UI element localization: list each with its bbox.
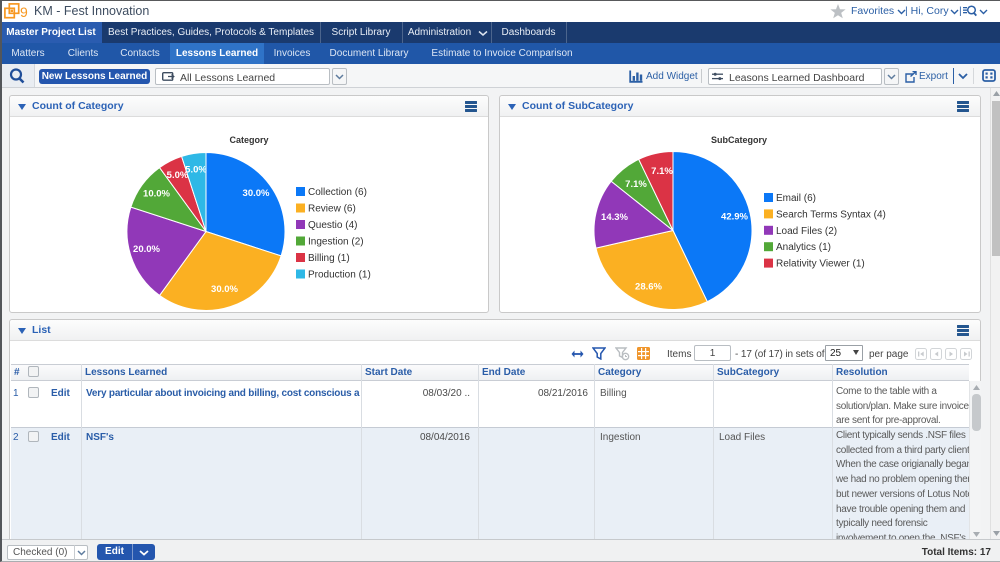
svg-text:Production (1): Production (1) [308,270,371,281]
svg-text:Questio (4): Questio (4) [308,220,357,231]
svg-text:5.0%: 5.0% [185,165,207,176]
svg-text:7.1%: 7.1% [651,166,673,177]
svg-text:5.0%: 5.0% [167,170,189,181]
svg-text:Load Files (2): Load Files (2) [776,226,837,237]
svg-text:Search Terms Syntax (4): Search Terms Syntax (4) [776,209,886,220]
svg-text:42.9%: 42.9% [721,212,748,223]
svg-text:Billing (1): Billing (1) [308,253,350,264]
svg-text:20.0%: 20.0% [133,244,160,255]
svg-text:Relativity Viewer (1): Relativity Viewer (1) [776,259,865,270]
svg-text:SubCategory: SubCategory [711,135,767,145]
svg-text:Collection (6): Collection (6) [308,187,367,198]
svg-text:30.0%: 30.0% [243,188,270,199]
svg-text:Ingestion (2): Ingestion (2) [308,237,364,248]
svg-text:14.3%: 14.3% [601,212,628,223]
svg-text:7.1%: 7.1% [625,179,647,190]
svg-text:10.0%: 10.0% [143,189,170,200]
svg-text:Category: Category [229,135,268,145]
svg-text:28.6%: 28.6% [635,282,662,293]
svg-text:Review (6): Review (6) [308,204,356,215]
svg-text:30.0%: 30.0% [211,284,238,295]
svg-text:Analytics (1): Analytics (1) [776,242,831,253]
svg-text:Email (6): Email (6) [776,193,816,204]
